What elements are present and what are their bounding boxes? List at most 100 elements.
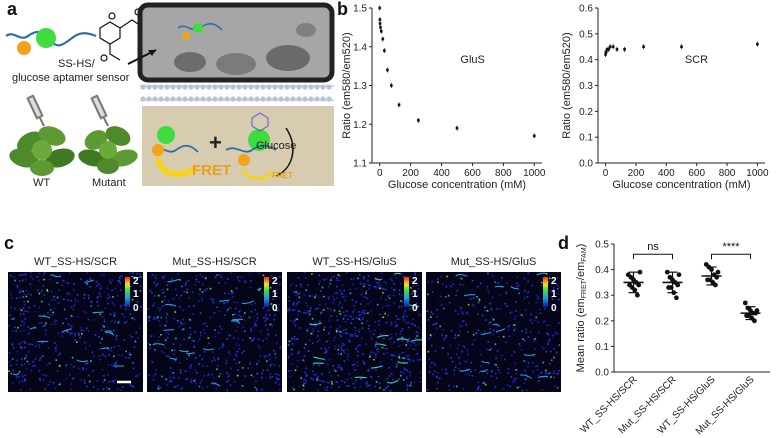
micro-pixel: [528, 302, 530, 305]
micro-pixel: [501, 277, 503, 279]
micro-pixel: [508, 325, 510, 327]
micro-pixel: [278, 365, 280, 367]
micro-pixel: [522, 338, 524, 340]
micro-pixel: [418, 343, 420, 345]
micro-pixel: [11, 330, 14, 333]
micro-pixel: [431, 281, 433, 283]
micro-pixel: [477, 285, 479, 288]
micro-pixel: [184, 284, 187, 286]
micro-structure: [393, 272, 402, 275]
membrane-lipid-head: [236, 96, 242, 102]
micro-pixel: [360, 303, 362, 305]
micro-pixel: [296, 365, 298, 368]
micro-pixel: [170, 380, 173, 383]
micro-pixel: [269, 373, 272, 375]
micro-pixel: [355, 330, 357, 332]
micro-pixel: [482, 382, 485, 384]
micro-pixel: [21, 380, 24, 383]
micro-pixel: [428, 358, 430, 361]
micro-pixel: [206, 287, 208, 290]
micro-pixel: [389, 389, 392, 392]
micro-pixel: [317, 335, 319, 337]
micro-pixel: [374, 329, 376, 331]
micro-pixel: [321, 373, 323, 375]
micro-pixel: [431, 313, 434, 315]
micro-pixel: [290, 339, 292, 342]
fret-label-small: FRET: [272, 171, 293, 180]
micro-pixel: [399, 333, 401, 335]
micro-pixel: [293, 388, 295, 391]
micro-pixel: [557, 299, 560, 301]
micro-pixel: [110, 350, 113, 352]
micro-pixel: [355, 287, 358, 290]
micro-pixel: [549, 289, 551, 291]
micro-pixel: [326, 386, 329, 388]
micro-pixel: [347, 355, 350, 358]
micro-pixel: [274, 313, 276, 316]
micro-pixel: [521, 389, 523, 392]
micro-pixel: [161, 289, 164, 291]
micro-pixel: [398, 354, 401, 356]
micro-pixel: [310, 377, 313, 380]
micro-pixel: [238, 310, 240, 313]
micro-pixel: [391, 354, 393, 356]
micro-pixel: [306, 329, 308, 332]
micro-pixel: [125, 356, 127, 358]
micro-pixel: [315, 308, 317, 310]
micro-pixel: [136, 272, 138, 275]
micro-pixel: [116, 294, 119, 297]
micro-pixel: [266, 328, 269, 331]
micro-pixel: [550, 359, 553, 361]
micro-pixel: [319, 379, 322, 382]
micro-pixel: [162, 329, 164, 331]
micro-pixel: [312, 363, 315, 366]
y-axis-label-sub1: FRET: [581, 279, 588, 298]
micro-pixel: [385, 387, 388, 389]
micro-pixel: [492, 318, 495, 321]
micro-pixel: [396, 363, 398, 365]
micro-pixel: [128, 357, 131, 359]
micro-pixel: [98, 355, 101, 358]
micro-pixel: [51, 298, 54, 301]
x-tick-label: 600: [464, 168, 481, 179]
micro-pixel: [431, 291, 434, 293]
micro-pixel: [529, 319, 532, 321]
micro-pixel: [531, 284, 533, 287]
micro-pixel: [287, 356, 290, 359]
micro-pixel: [333, 369, 335, 371]
y-tick-label: 1.3: [353, 81, 367, 92]
micro-pixel: [20, 341, 23, 344]
micro-pixel: [259, 354, 262, 357]
micro-pixel: [417, 359, 419, 361]
micro-pixel: [86, 327, 88, 329]
micro-pixel: [177, 384, 179, 387]
micro-pixel: [311, 273, 313, 275]
micro-pixel: [118, 354, 120, 356]
significance-label: ns: [647, 241, 659, 253]
micro-pixel: [210, 297, 212, 300]
data-point: [637, 269, 643, 275]
micro-pixel: [277, 374, 280, 376]
micro-pixel: [166, 384, 168, 386]
micro-pixel: [366, 319, 368, 322]
micro-pixel: [256, 363, 258, 365]
micro-pixel: [229, 384, 232, 386]
micro-pixel: [109, 296, 111, 299]
fret-arrow-right: [240, 168, 274, 180]
micro-pixel: [556, 284, 558, 286]
micro-pixel: [326, 349, 328, 351]
micro-pixel: [442, 329, 445, 331]
micro-pixel: [13, 307, 16, 310]
micro-pixel: [44, 333, 47, 336]
micro-pixel: [168, 381, 171, 383]
micro-pixel: [71, 356, 74, 359]
micro-pixel: [336, 315, 338, 318]
micro-pixel: [41, 341, 44, 344]
micro-pixel: [390, 321, 393, 324]
micro-pixel: [42, 339, 45, 342]
micro-pixel: [400, 371, 403, 373]
micro-pixel: [364, 309, 366, 312]
micro-pixel: [174, 311, 176, 313]
micro-pixel: [395, 333, 397, 335]
micro-pixel: [523, 277, 526, 280]
